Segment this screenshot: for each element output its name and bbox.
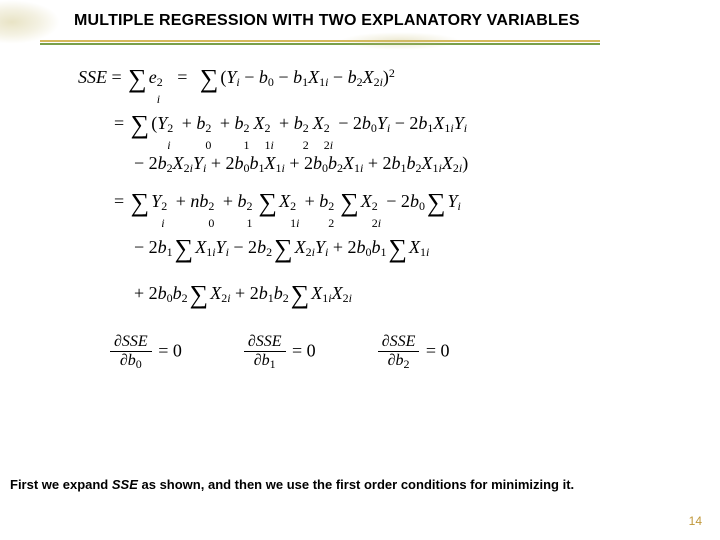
sigma-icon: ∑ bbox=[388, 228, 407, 270]
page-number: 14 bbox=[689, 514, 702, 528]
eq-line-1: SSE = ∑e2i = ∑(Yi − b0 − b1X1i − b2X2i)2 bbox=[78, 58, 680, 100]
caption-part2: as shown, and then we use the first orde… bbox=[138, 477, 574, 492]
foc-b1: ∂SSE ∂b1 = 0 bbox=[242, 333, 316, 372]
sigma-icon: ∑ bbox=[274, 228, 293, 270]
eq-line-4: = ∑Y2i + nb20 + b21∑X21i + b22∑X22i − 2b… bbox=[78, 182, 680, 224]
eq-line-2: = ∑(Y2i + b20 + b21X21i + b22X22i − 2b0Y… bbox=[78, 104, 680, 146]
first-order-conditions: ∂SSE ∂b0 = 0 ∂SSE ∂b1 = 0 ∂SSE ∂b2 = 0 bbox=[0, 333, 720, 372]
equation-block: SSE = ∑e2i = ∑(Yi − b0 − b1X1i − b2X2i)2… bbox=[0, 50, 720, 315]
wheat-icon bbox=[340, 32, 460, 50]
sigma-icon: ∑ bbox=[128, 58, 147, 100]
slide-header: MULTIPLE REGRESSION WITH TWO EXPLANATORY… bbox=[0, 0, 720, 50]
sigma-icon: ∑ bbox=[259, 182, 278, 224]
caption-sse: SSE bbox=[112, 477, 138, 492]
sigma-icon: ∑ bbox=[291, 274, 310, 316]
eq-line-6: + 2b0b2∑X2i + 2b1b2∑X1iX2i bbox=[78, 274, 680, 316]
sse-label: SSE bbox=[78, 67, 107, 87]
foc-b2: ∂SSE ∂b2 = 0 bbox=[376, 333, 450, 372]
sigma-icon: ∑ bbox=[175, 228, 194, 270]
sigma-icon: ∑ bbox=[427, 182, 446, 224]
sigma-icon: ∑ bbox=[131, 182, 150, 224]
sigma-icon: ∑ bbox=[200, 58, 219, 100]
divider bbox=[40, 38, 720, 50]
caption: First we expand SSE as shown, and then w… bbox=[10, 477, 574, 492]
caption-part1: First we expand bbox=[10, 477, 112, 492]
sigma-icon: ∑ bbox=[340, 182, 359, 224]
sigma-icon: ∑ bbox=[131, 104, 150, 146]
eq-line-5: − 2b1∑X1iYi − 2b2∑X2iYi + 2b0b1∑X1i bbox=[78, 228, 680, 270]
foc-b0: ∂SSE ∂b0 = 0 bbox=[108, 333, 182, 372]
sigma-icon: ∑ bbox=[190, 274, 209, 316]
